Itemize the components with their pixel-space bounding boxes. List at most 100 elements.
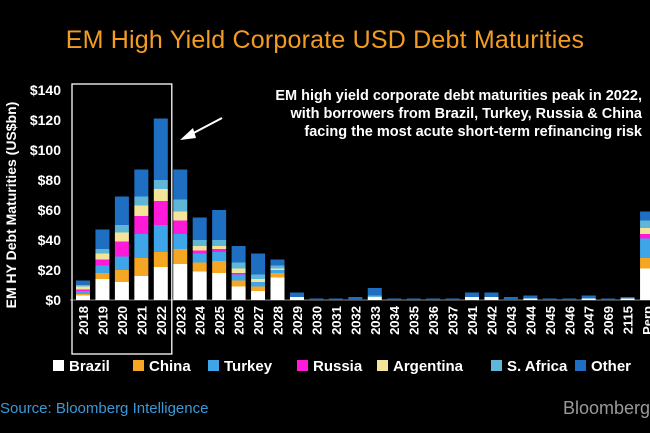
x-tick-label: 2018 <box>76 306 91 335</box>
x-tick-label: 2022 <box>154 306 169 335</box>
bar-segment-argentina-2027 <box>251 279 266 282</box>
bar-segment-other-2019 <box>95 229 110 249</box>
bar-segment-brazil-2033 <box>367 297 382 300</box>
bar-segment-argentina-2028 <box>270 268 285 270</box>
bar-segment-other-2047 <box>581 295 596 299</box>
bar-segment-argentina-2022 <box>153 189 168 201</box>
bar-segment-brazil-2027 <box>251 291 266 300</box>
legend-label: Russia <box>313 358 363 375</box>
bar-segment-brazil-2029 <box>289 297 304 300</box>
bar-segment-s-africa-2026 <box>231 262 246 269</box>
bar-segment-other-2115 <box>620 297 635 299</box>
bar-segment-turkey-2019 <box>95 265 110 273</box>
bloomberg-logo: Bloomberg <box>562 398 650 418</box>
bar-segment-russia-2024 <box>192 250 207 254</box>
annotation-line: with borrowers from Brazil, Turkey, Russ… <box>289 106 642 122</box>
bar-segment-other-2025 <box>212 210 227 240</box>
bar-segment-brazil-2018 <box>76 295 90 300</box>
bar-segment-argentina-2023 <box>173 211 188 221</box>
bar-segment-other-2028 <box>270 259 285 266</box>
x-tick-label: 2042 <box>484 306 499 335</box>
bar-segment-other-2029 <box>289 292 304 297</box>
bar-segment-s-africa-2027 <box>251 274 266 279</box>
bar-segment-turkey-2025 <box>212 252 227 261</box>
legend-swatch-other <box>575 360 586 371</box>
bar-segment-s-africa-2033 <box>367 295 382 297</box>
y-tick-label: $100 <box>30 142 61 158</box>
bar-segment-other-2069 <box>601 298 616 300</box>
x-tick-label: 2027 <box>251 306 266 335</box>
legend-label: Brazil <box>69 358 110 375</box>
bar-segment-other-2030 <box>309 298 324 300</box>
bar-segment-brazil-2047 <box>581 298 596 300</box>
y-axis-title: EM HY Debt Maturities (US$bn) <box>3 102 19 309</box>
bar-segment-turkey-2024 <box>192 253 207 263</box>
bar-segment-china-2028 <box>270 273 285 278</box>
x-tick-label: 2033 <box>368 306 383 335</box>
bar-segment-turkey-2027 <box>251 282 266 287</box>
x-tick-label: 2047 <box>582 306 597 335</box>
bar-segment-brazil-2026 <box>231 286 246 300</box>
bar-segment-china-2027 <box>251 286 266 291</box>
y-tick-label: $60 <box>38 202 62 218</box>
bar-segment-turkey-2020 <box>114 256 129 270</box>
y-tick-label: $120 <box>30 112 61 128</box>
bar-segment-other-2022 <box>153 118 168 180</box>
bar-segment-russia-2021 <box>134 216 149 234</box>
bar-segment-russia-2026 <box>231 273 246 275</box>
bar-segment-s-africa-2021 <box>134 196 149 206</box>
y-tick-label: $80 <box>38 172 62 188</box>
x-tick-label: 2044 <box>523 305 538 335</box>
bar-segment-other-2045 <box>542 298 557 300</box>
y-tick-label: $0 <box>45 292 61 308</box>
source-note: Source: Bloomberg Intelligence <box>0 400 209 417</box>
x-tick-label: 2069 <box>601 306 616 335</box>
bar-segment-china-2022 <box>153 252 168 267</box>
x-tick-label: 2046 <box>562 306 577 335</box>
bar-segment-other-2037 <box>445 298 460 300</box>
bar-segment-china-2024 <box>192 262 207 272</box>
bar-segment-china-2018 <box>76 294 90 296</box>
bar-segment-other-2018 <box>76 280 90 285</box>
bar-segment-argentina-2021 <box>134 205 149 216</box>
bar-segment-s-africa-2018 <box>76 285 90 287</box>
bar-segment-s-africa-Perp <box>640 220 650 228</box>
legend-swatch-china <box>133 360 144 371</box>
bar-segment-other-2036 <box>426 298 441 300</box>
bar-segment-brazil-2020 <box>114 282 129 300</box>
legend-label: Argentina <box>393 358 464 375</box>
x-tick-label: 2036 <box>426 306 441 335</box>
bar-segment-s-africa-2019 <box>95 249 110 254</box>
bar-segment-s-africa-2024 <box>192 240 207 246</box>
legend-label: China <box>149 358 191 375</box>
x-tick-label: Perp <box>640 306 650 335</box>
legend-swatch-turkey <box>208 360 219 371</box>
legend-label: Other <box>591 358 631 375</box>
bar-segment-russia-2022 <box>153 201 168 225</box>
bar-segment-other-2024 <box>192 217 207 240</box>
bar-segment-russia-2020 <box>114 241 129 257</box>
bar-segment-brazil-2044 <box>523 298 538 300</box>
x-tick-label: 2045 <box>543 306 558 335</box>
x-tick-label: 2041 <box>465 306 480 335</box>
bar-segment-other-2035 <box>406 298 421 300</box>
bar-segment-other-2027 <box>251 253 266 275</box>
x-tick-label: 2021 <box>134 306 149 335</box>
highlight-box <box>71 83 173 355</box>
x-tick-label: 2020 <box>115 306 130 335</box>
chart-title: EM High Yield Corporate USD Debt Maturit… <box>65 26 585 54</box>
bar-segment-argentina-2019 <box>95 253 110 260</box>
x-tick-label: 2024 <box>193 305 208 335</box>
bar-segment-china-2026 <box>231 280 246 287</box>
bar-segment-s-africa-2023 <box>173 199 188 212</box>
legend-label: Turkey <box>224 358 273 375</box>
bar-segment-argentina-2020 <box>114 232 129 242</box>
bar-segment-turkey-2022 <box>153 225 168 252</box>
bar-segment-other-2046 <box>562 298 577 300</box>
x-tick-label: 2025 <box>212 306 227 335</box>
y-tick-label: $20 <box>38 262 62 278</box>
bar-segment-other-2026 <box>231 246 246 263</box>
bar-segment-s-africa-2022 <box>153 180 168 189</box>
bar-segment-russia-Perp <box>640 234 650 239</box>
